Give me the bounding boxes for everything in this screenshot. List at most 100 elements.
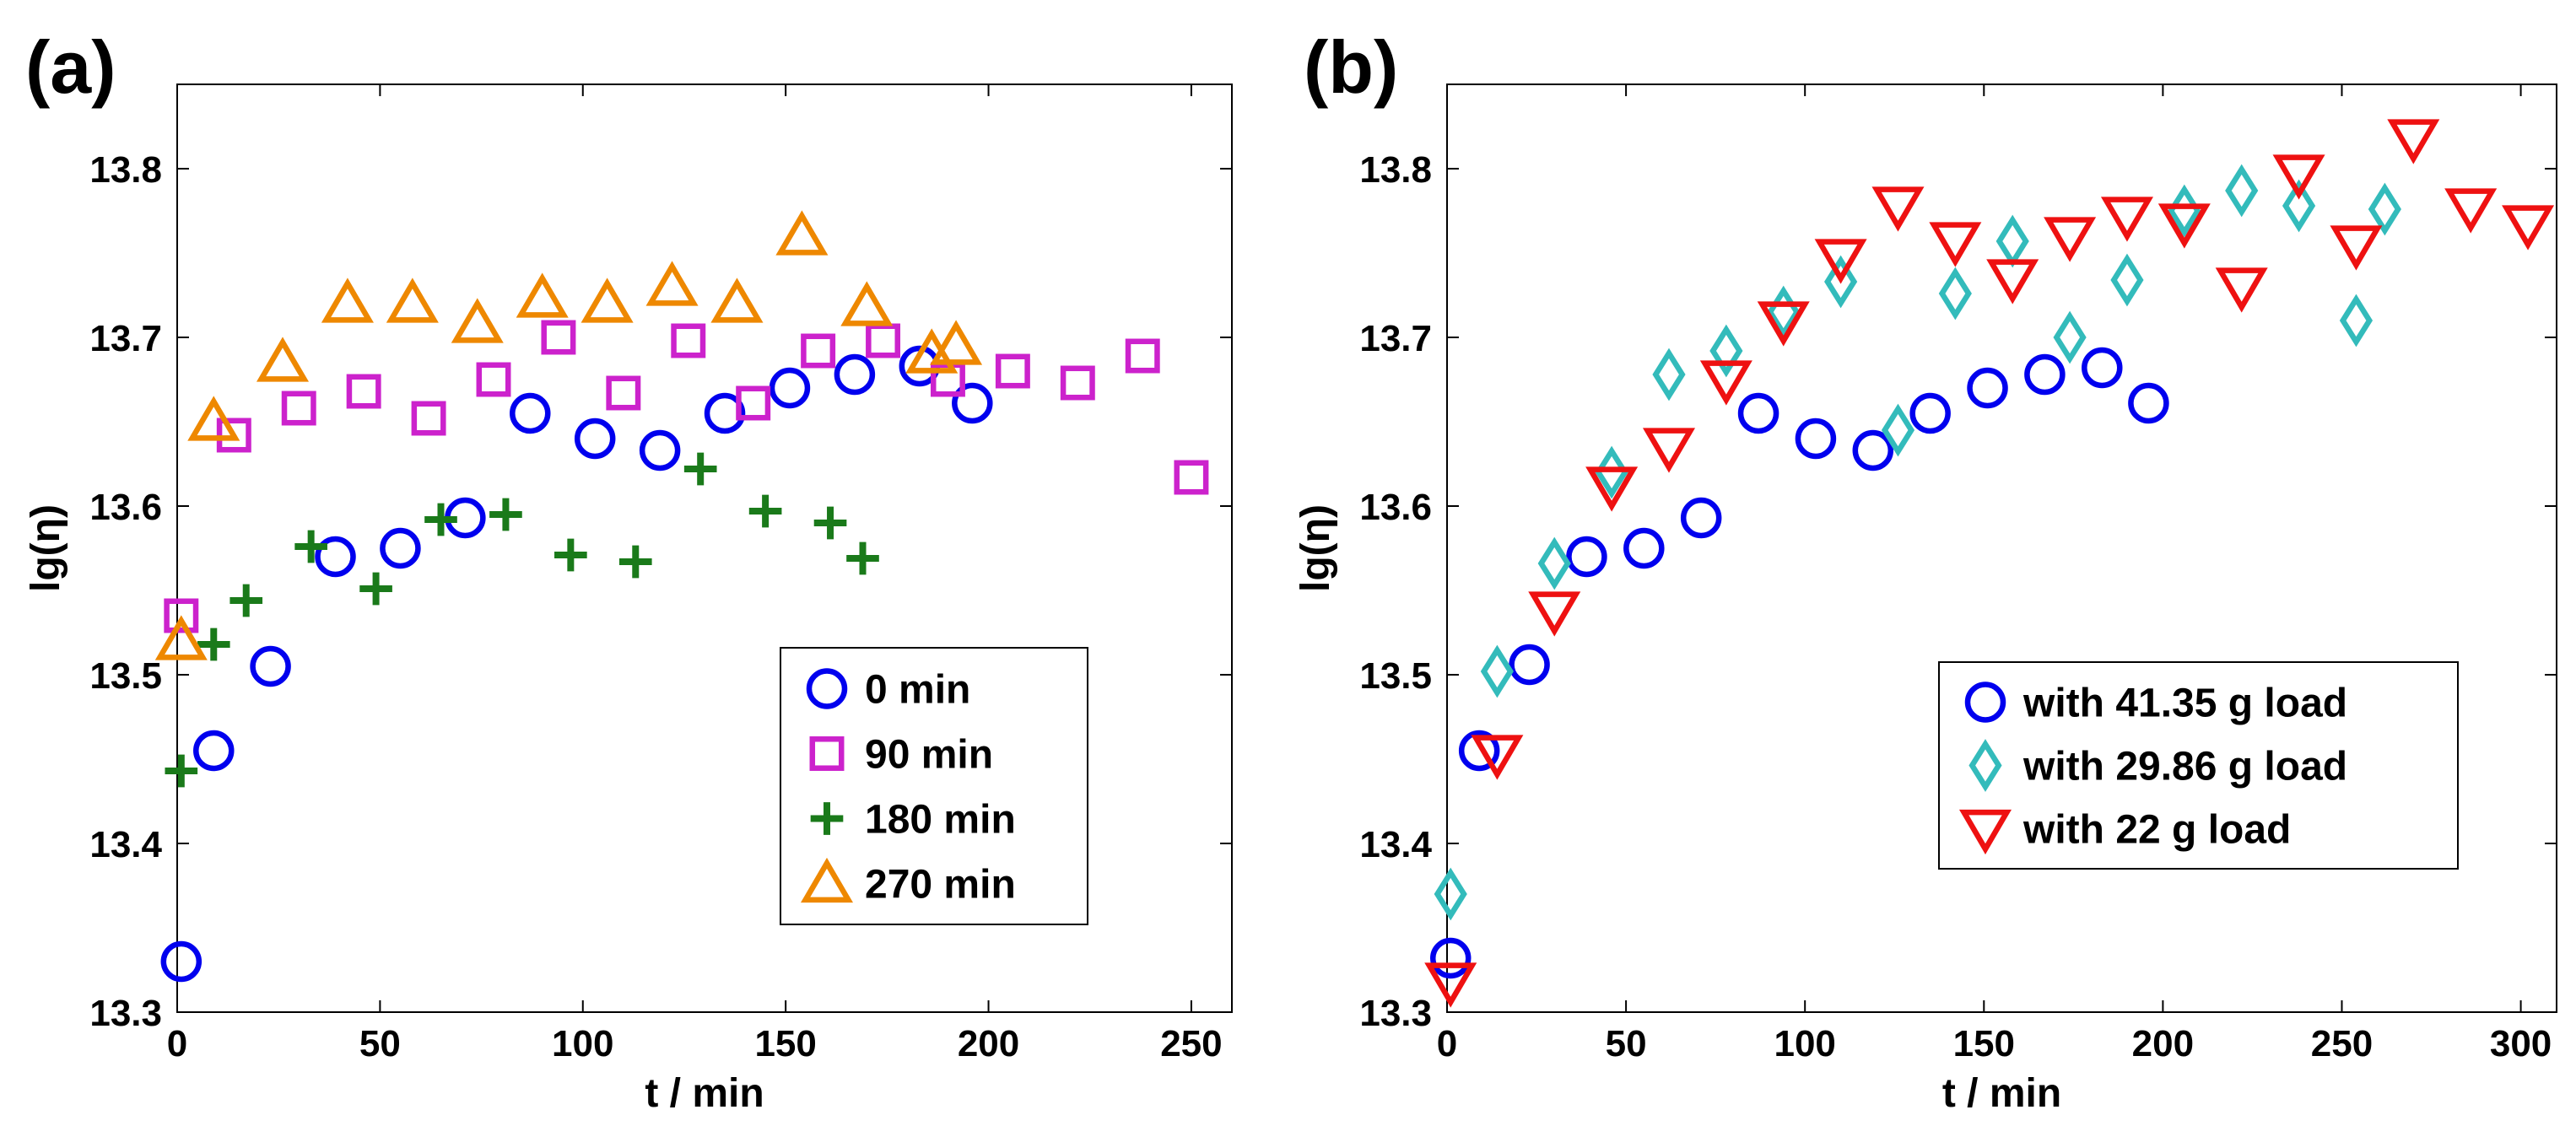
- data-point: [574, 418, 616, 460]
- data-point: [1909, 392, 1951, 434]
- panel-a: (a) 0 50 100 150 200 250 13.3 13.4 13.5 13.6 13.7 13…: [24, 25, 1233, 1116]
- data-point: [2024, 353, 2066, 396]
- y-tick-label: 13.6: [1359, 487, 1432, 528]
- data-point: [230, 584, 263, 617]
- data-point: [1795, 418, 1837, 460]
- data-point: [2082, 347, 2123, 389]
- data-point: [2272, 154, 2325, 200]
- data-point: [1680, 497, 1722, 539]
- data-point: [1125, 338, 1160, 374]
- legend-label: 0 min: [865, 668, 970, 713]
- data-point: [1429, 937, 1472, 979]
- x-tick-label: 0: [1437, 1023, 1457, 1064]
- data-point: [2128, 382, 2169, 424]
- data-point: [160, 940, 203, 983]
- y-tick-label: 13.5: [1359, 655, 1432, 697]
- y-tick-label: 13.5: [89, 655, 162, 697]
- data-point: [618, 545, 652, 579]
- data-point: [2387, 119, 2440, 164]
- data-point: [1642, 428, 1696, 473]
- data-point: [1967, 367, 2008, 409]
- series-270-min: [154, 210, 983, 660]
- data-point: [704, 392, 746, 434]
- data-point: [554, 538, 587, 572]
- data-point: [1929, 222, 1982, 267]
- data-point: [321, 277, 374, 323]
- data-point: [2330, 225, 2383, 271]
- data-point: [1709, 324, 1743, 378]
- x-axis-title: t / min: [1942, 1071, 2061, 1116]
- data-point: [710, 277, 764, 323]
- data-point: [2215, 267, 2268, 313]
- legend-label: 90 min: [865, 733, 993, 778]
- data-point: [606, 375, 641, 411]
- y-tick-label: 13.3: [89, 993, 162, 1034]
- data-point: [165, 754, 198, 788]
- plot-area-frame: [176, 84, 1233, 1013]
- data-point: [2368, 182, 2401, 236]
- data-point: [359, 572, 392, 606]
- data-point: [952, 382, 993, 424]
- data-point: [639, 429, 681, 471]
- data-point: [1060, 365, 1095, 401]
- series-with-22-g-load: [1424, 119, 2555, 1008]
- data-point: [1528, 591, 1581, 637]
- data-point: [2110, 253, 2144, 307]
- data-point: [2225, 164, 2259, 218]
- x-tick-label: 250: [2311, 1023, 2373, 1064]
- data-point: [1986, 259, 2039, 304]
- legend-marker: [1968, 739, 2002, 792]
- data-point: [476, 362, 511, 397]
- data-point: [510, 392, 551, 434]
- data-point: [1852, 429, 1894, 471]
- legend: with 41.35 g load with 29.86 g load with 2…: [1938, 661, 2459, 870]
- plot-area-frame: [1446, 84, 2557, 1013]
- data-point: [424, 503, 457, 536]
- data-point: [748, 494, 782, 528]
- x-tick-label: 100: [552, 1023, 613, 1064]
- data-point: [801, 333, 836, 369]
- y-tick-label: 13.8: [1359, 149, 1432, 191]
- data-point: [1881, 403, 1915, 457]
- legend-marker: [806, 668, 848, 709]
- data-point: [840, 281, 894, 326]
- data-point: [250, 645, 291, 687]
- x-tick-label: 300: [2490, 1023, 2552, 1064]
- x-tick-label: 250: [1160, 1023, 1222, 1064]
- data-point: [683, 452, 717, 486]
- data-point: [411, 401, 446, 436]
- data-point: [1424, 962, 1477, 1008]
- data-point: [1814, 239, 1867, 284]
- data-point: [736, 385, 771, 421]
- legend-label: with 29.86 g load: [2022, 745, 2347, 789]
- y-tick-label: 13.7: [1359, 318, 1432, 359]
- data-point: [1757, 301, 1810, 347]
- legend-marker: [1958, 809, 2012, 855]
- y-tick-label: 13.3: [1359, 993, 1432, 1034]
- data-point: [2444, 188, 2498, 234]
- data-point: [193, 730, 235, 772]
- data-point: [256, 337, 310, 382]
- data-point: [2100, 197, 2153, 242]
- data-point: [380, 527, 421, 569]
- x-tick-label: 150: [754, 1023, 816, 1064]
- data-point: [281, 391, 316, 426]
- data-point: [1471, 735, 1524, 780]
- x-tick-label: 200: [2132, 1023, 2194, 1064]
- data-point: [315, 536, 356, 578]
- data-point: [2282, 179, 2316, 233]
- data-point: [1509, 644, 1550, 686]
- legend-label: with 22 g load: [2022, 808, 2291, 853]
- legend-box: [780, 647, 1088, 925]
- data-point: [216, 418, 251, 453]
- data-point: [346, 374, 381, 409]
- data-point: [645, 261, 699, 306]
- x-tick-label: 150: [1953, 1023, 2015, 1064]
- data-point: [671, 323, 706, 358]
- legend-marker: [810, 802, 844, 835]
- data-point: [930, 320, 983, 365]
- y-tick-label: 13.8: [89, 149, 162, 191]
- data-point: [489, 498, 522, 531]
- data-point: [1737, 392, 1779, 434]
